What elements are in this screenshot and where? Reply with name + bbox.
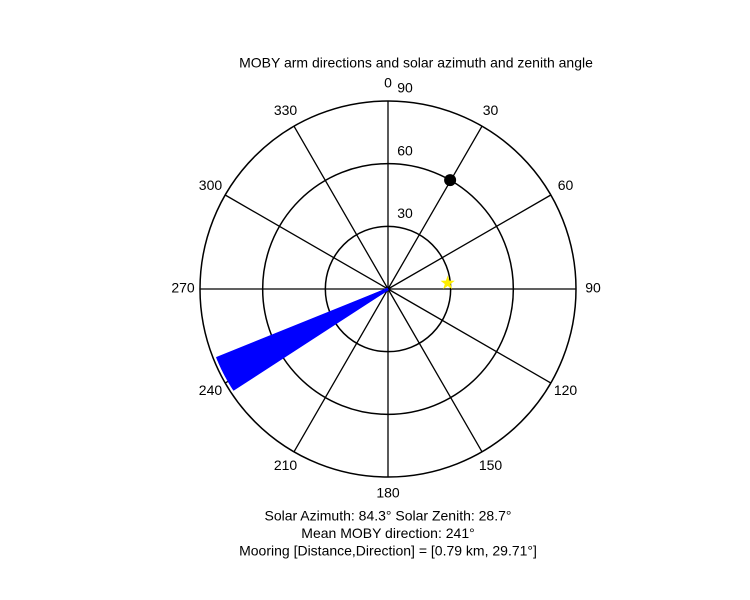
annotation: Solar Azimuth: 84.3° Solar Zenith: 28.7° (265, 508, 512, 524)
angle-tick-label: 240 (199, 382, 223, 398)
angle-tick-label: 330 (274, 102, 298, 118)
sun-marker (440, 275, 455, 290)
r-tick-label: 30 (397, 205, 413, 221)
spoke (387, 288, 483, 453)
r-tick-label: 90 (397, 80, 413, 96)
chart-title: MOBY arm directions and solar azimuth an… (239, 55, 593, 71)
spoke (387, 288, 552, 384)
arm-direction (216, 287, 389, 360)
spoke (387, 194, 552, 290)
spoke (293, 125, 389, 290)
angle-tick-label: 210 (274, 457, 298, 473)
angle-tick-label: 0 (384, 75, 392, 91)
r-tick-label: 60 (397, 142, 413, 158)
spoke (293, 288, 389, 453)
annotation: Mooring [Distance,Direction] = [0.79 km,… (239, 543, 537, 559)
angle-tick-label: 90 (585, 280, 601, 296)
angle-tick-label: 300 (199, 177, 223, 193)
ring (199, 100, 577, 478)
angle-tick-label: 150 (479, 457, 503, 473)
angle-tick-label: 180 (376, 485, 400, 501)
spoke (224, 194, 389, 290)
mooring-point (444, 174, 457, 187)
ring (261, 162, 515, 416)
spoke (387, 125, 483, 290)
ring (324, 225, 452, 353)
annotation: Mean MOBY direction: 241° (301, 525, 474, 541)
angle-tick-label: 30 (483, 102, 499, 118)
angle-tick-label: 60 (558, 177, 574, 193)
angle-tick-label: 270 (171, 280, 195, 296)
angle-tick-label: 120 (554, 382, 578, 398)
